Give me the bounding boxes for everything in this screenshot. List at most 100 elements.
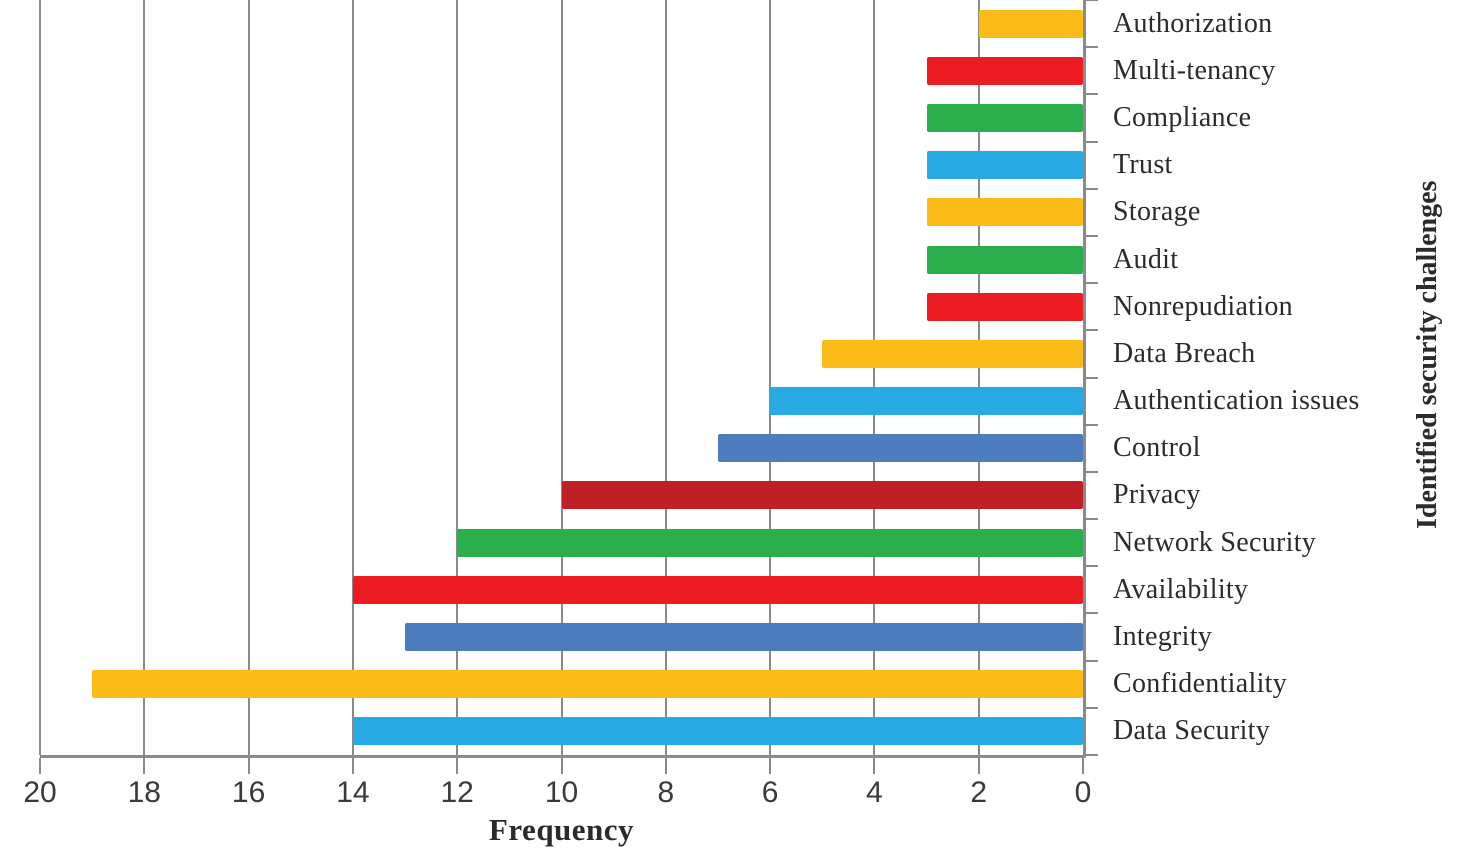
x-tick-label-4: 4: [866, 776, 883, 809]
gridline-18: [143, 0, 146, 755]
x-axis-tick: [456, 758, 459, 774]
bar-compliance: [926, 103, 1083, 132]
y-axis-tick: [1086, 470, 1098, 473]
bar-row: [40, 566, 1083, 613]
gridline-8: [664, 0, 667, 755]
bar-row: [40, 189, 1083, 236]
y-axis-tick: [1086, 659, 1098, 662]
bar-row: [40, 708, 1083, 755]
gridline-6: [769, 0, 772, 755]
gridline-10: [560, 0, 563, 755]
category-labels: Authorization Multi-tenancy Compliance Trus…: [1113, 0, 1413, 755]
x-axis-tick-labels: 20 18 16 14 12 10 8 6 4 2 0: [23, 776, 1091, 812]
y-axis-tick: [1086, 565, 1098, 568]
gridline-20: [39, 0, 41, 755]
category-label-integrity: Integrity: [1113, 621, 1213, 653]
category-label-audit: Audit: [1113, 243, 1179, 275]
y-axis-tick: [1086, 376, 1098, 379]
y-axis-tick: [1086, 518, 1098, 521]
category-label-trust: Trust: [1113, 149, 1173, 181]
y-axis-tick: [1086, 612, 1098, 615]
bar-data-breach: [822, 339, 1083, 368]
x-tick-label-10: 10: [544, 776, 579, 809]
bar-confidentiality: [92, 670, 1083, 699]
category-label-control: Control: [1113, 432, 1201, 464]
x-tick-label-8: 8: [657, 776, 675, 809]
y-axis-tick: [1086, 423, 1098, 426]
bar-row: [40, 661, 1083, 708]
category-label-availability: Availability: [1113, 573, 1249, 605]
bar-control: [717, 434, 1083, 463]
gridline-14: [351, 0, 354, 755]
category-label-authorization: Authorization: [1113, 7, 1273, 39]
category-label-privacy: Privacy: [1113, 479, 1201, 511]
x-axis-tick: [873, 758, 876, 774]
x-axis-tick: [1082, 758, 1084, 774]
y-axis-tick: [1086, 282, 1098, 285]
bar-integrity: [405, 623, 1083, 652]
bar-availability: [352, 575, 1083, 604]
category-label-confidentiality: Confidentiality: [1113, 668, 1288, 700]
plot-area: [39, 0, 1086, 758]
bar-row: [40, 425, 1083, 472]
bar-row: [40, 613, 1083, 660]
category-label-compliance: Compliance: [1113, 101, 1252, 133]
x-tick-label-16: 16: [231, 776, 266, 809]
gridline-2: [977, 0, 980, 755]
y-axis-tick: [1086, 187, 1098, 190]
bar-nonrepudiation: [926, 292, 1083, 321]
bar-authentication-issues: [770, 387, 1083, 416]
bar-row: [40, 519, 1083, 566]
x-axis-tick: [664, 758, 667, 774]
bar-storage: [926, 198, 1083, 227]
x-axis-tick: [351, 758, 354, 774]
y-axis-tick: [1086, 140, 1098, 143]
bar-row: [40, 378, 1083, 425]
bar-row: [40, 283, 1083, 330]
category-label-data-security: Data Security: [1113, 715, 1271, 747]
x-tick-label-6: 6: [761, 776, 779, 809]
bar-row: [40, 47, 1083, 94]
bar-row: [40, 472, 1083, 519]
x-axis-tick: [560, 758, 563, 774]
y-axis-tick: [1086, 46, 1098, 49]
x-tick-label-0: 0: [1074, 776, 1092, 809]
bar-row: [40, 142, 1083, 189]
bar-multi-tenancy: [926, 56, 1083, 85]
bar-privacy: [561, 481, 1083, 510]
bar-row: [40, 330, 1083, 377]
x-axis-tick: [977, 758, 980, 774]
x-tick-label-18: 18: [127, 776, 161, 809]
category-label-nonrepudiation: Nonrepudiation: [1113, 290, 1293, 322]
x-tick-label-14: 14: [336, 776, 370, 809]
bar-trust: [926, 151, 1083, 180]
x-tick-label-2: 2: [970, 776, 988, 809]
category-label-network-security: Network Security: [1113, 526, 1317, 558]
gridline-4: [873, 0, 876, 755]
x-tick-label-12: 12: [440, 776, 474, 809]
bar-row: [40, 0, 1083, 47]
bar-audit: [926, 245, 1083, 274]
y-axis-tick: [1086, 329, 1098, 332]
x-axis-tick: [39, 758, 41, 774]
x-axis-tick: [769, 758, 772, 774]
category-label-data-breach: Data Breach: [1113, 337, 1256, 369]
bar-rows: [40, 0, 1083, 755]
y-axis-tick: [1086, 234, 1098, 237]
bar-row: [40, 236, 1083, 283]
y-axis-tick: [1086, 754, 1098, 756]
gridline-16: [247, 0, 250, 755]
y-axis-tick: [1086, 93, 1098, 96]
x-axis-tick: [247, 758, 250, 774]
category-label-storage: Storage: [1113, 196, 1201, 228]
bar-row: [40, 94, 1083, 141]
bar-network-security: [457, 528, 1083, 557]
bar-data-security: [352, 717, 1083, 746]
y-axis-tick: [1086, 706, 1098, 709]
x-axis-title: Frequency: [488, 812, 635, 847]
y-axis-tick: [1086, 0, 1098, 1]
category-label-multi-tenancy: Multi-tenancy: [1113, 54, 1276, 86]
y-axis-title: Identified security challenges: [1412, 180, 1443, 530]
category-label-authentication-issues: Authentication issues: [1113, 385, 1360, 417]
